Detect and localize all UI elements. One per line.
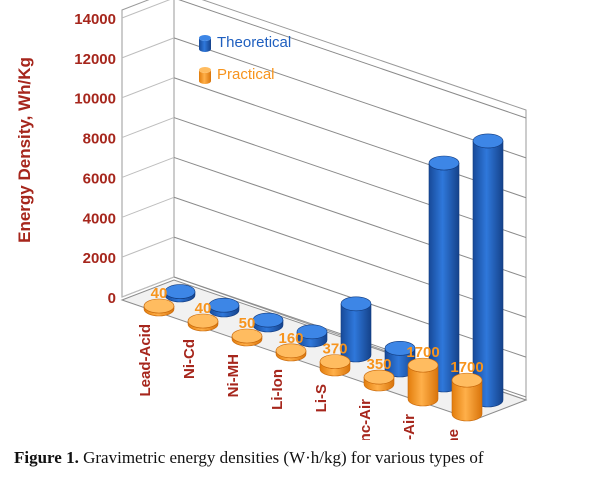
bar-theoretical-top [428, 155, 460, 171]
bars: 40 40 50 160 370 350 1700 1700 [143, 133, 504, 422]
caption-label: Figure 1. [14, 448, 79, 467]
bar-practical [231, 328, 263, 347]
gridline [173, 77, 527, 199]
bar-practical-top [143, 298, 175, 314]
bar-theoretical-top [472, 133, 504, 149]
bar-theoretical-top [164, 284, 196, 299]
y-tick-label: 8000 [83, 131, 116, 148]
x-tick-label: Gasoline [445, 429, 462, 440]
data-label: 50 [239, 315, 256, 332]
data-label: 1700 [450, 359, 483, 376]
gridline-side [121, 156, 175, 178]
bar-theoretical-top [340, 296, 372, 312]
y-axis: 0 2000 4000 6000 8000 10000 12000 14000 [74, 11, 116, 307]
bar-theoretical [384, 340, 416, 378]
legend-swatch [199, 70, 211, 84]
x-axis: Lead-Acid Ni-Cd Ni-MH Li-Ion Li-S Zinc-Air Li-… [137, 324, 462, 440]
energy-density-chart: 0 2000 4000 6000 8000 10000 12000 14000 40 40 50 1… [15, 0, 528, 440]
legend-swatch [199, 38, 211, 52]
legend-swatch-top [199, 35, 211, 41]
legend-label: Theoretical [217, 34, 291, 51]
gridline-side [121, 0, 171, 19]
y-axis-title: Energy Density, Wh/Kg [15, 57, 34, 243]
gridline [178, 0, 527, 119]
gridline [173, 196, 527, 318]
data-label: 40 [195, 300, 212, 317]
bar-practical [363, 369, 395, 392]
gridline-side [121, 37, 175, 59]
bar-theoretical-top [252, 312, 284, 328]
legend-swatch-top [199, 67, 211, 73]
bar-practical-top [231, 328, 263, 344]
x-tick-label: Ni-MH [225, 354, 242, 397]
gridline [173, 37, 527, 159]
x-tick-label: Li-Ion [269, 369, 286, 410]
data-label: 350 [366, 356, 391, 373]
bar-practical-top [451, 372, 483, 388]
gridline [173, 156, 527, 278]
bar-practical [407, 357, 439, 407]
bar-practical [275, 343, 307, 362]
data-label: 40 [151, 285, 168, 302]
y-tick-label: 14000 [74, 11, 116, 28]
data-label: 370 [322, 341, 347, 358]
gridlines [121, 0, 527, 398]
bar-practical [451, 372, 483, 422]
data-label: 1700 [406, 344, 439, 361]
x-tick-label: Zinc-Air [357, 399, 374, 440]
bar-practical-top [319, 354, 351, 369]
bar-theoretical [208, 297, 240, 318]
bar-theoretical [252, 312, 284, 333]
y-tick-label: 10000 [74, 91, 116, 108]
bar-practical [143, 298, 175, 317]
x-tick-label: Ni-Cd [181, 339, 198, 379]
bar-theoretical-top [208, 297, 240, 313]
caption-text: Gravimetric energy densities (W·h/kg) fo… [78, 448, 484, 467]
y-tick-label: 2000 [83, 250, 116, 267]
gridline-side [121, 236, 175, 258]
bar-theoretical [428, 155, 460, 393]
bar-theoretical [164, 284, 196, 303]
bar-practical-top [187, 313, 219, 329]
bar-theoretical-top [384, 340, 416, 356]
bar-theoretical [340, 296, 372, 363]
bar-practical [187, 313, 219, 332]
bar-theoretical-top [296, 324, 328, 340]
legend: Theoretical Practical [199, 34, 291, 84]
figure-caption: Figure 1. Gravimetric energy densities (… [14, 448, 594, 468]
y-tick-label: 12000 [74, 51, 116, 68]
x-tick-label: Lead-Acid [137, 324, 154, 397]
y-tick-label: 6000 [83, 170, 116, 187]
y-tick-label: 4000 [83, 210, 116, 227]
data-label: 160 [278, 330, 303, 347]
y-tick-label: 0 [108, 290, 116, 307]
bar-practical-top [275, 343, 307, 359]
gridline-side [121, 117, 175, 139]
bar-practical [319, 354, 351, 377]
x-tick-label: Li-S [313, 384, 330, 412]
gridline-side [121, 77, 175, 99]
bar-theoretical [296, 324, 328, 348]
x-tick-label: Li-Air [401, 414, 418, 440]
legend-label: Practical [217, 66, 275, 83]
bar-practical-top [407, 357, 439, 373]
side-wall [121, 0, 175, 298]
gridline [173, 117, 527, 239]
bar-theoretical [472, 133, 504, 408]
gridline-side [121, 196, 175, 218]
gridline-side [121, 276, 175, 298]
bar-practical-top [363, 369, 395, 385]
